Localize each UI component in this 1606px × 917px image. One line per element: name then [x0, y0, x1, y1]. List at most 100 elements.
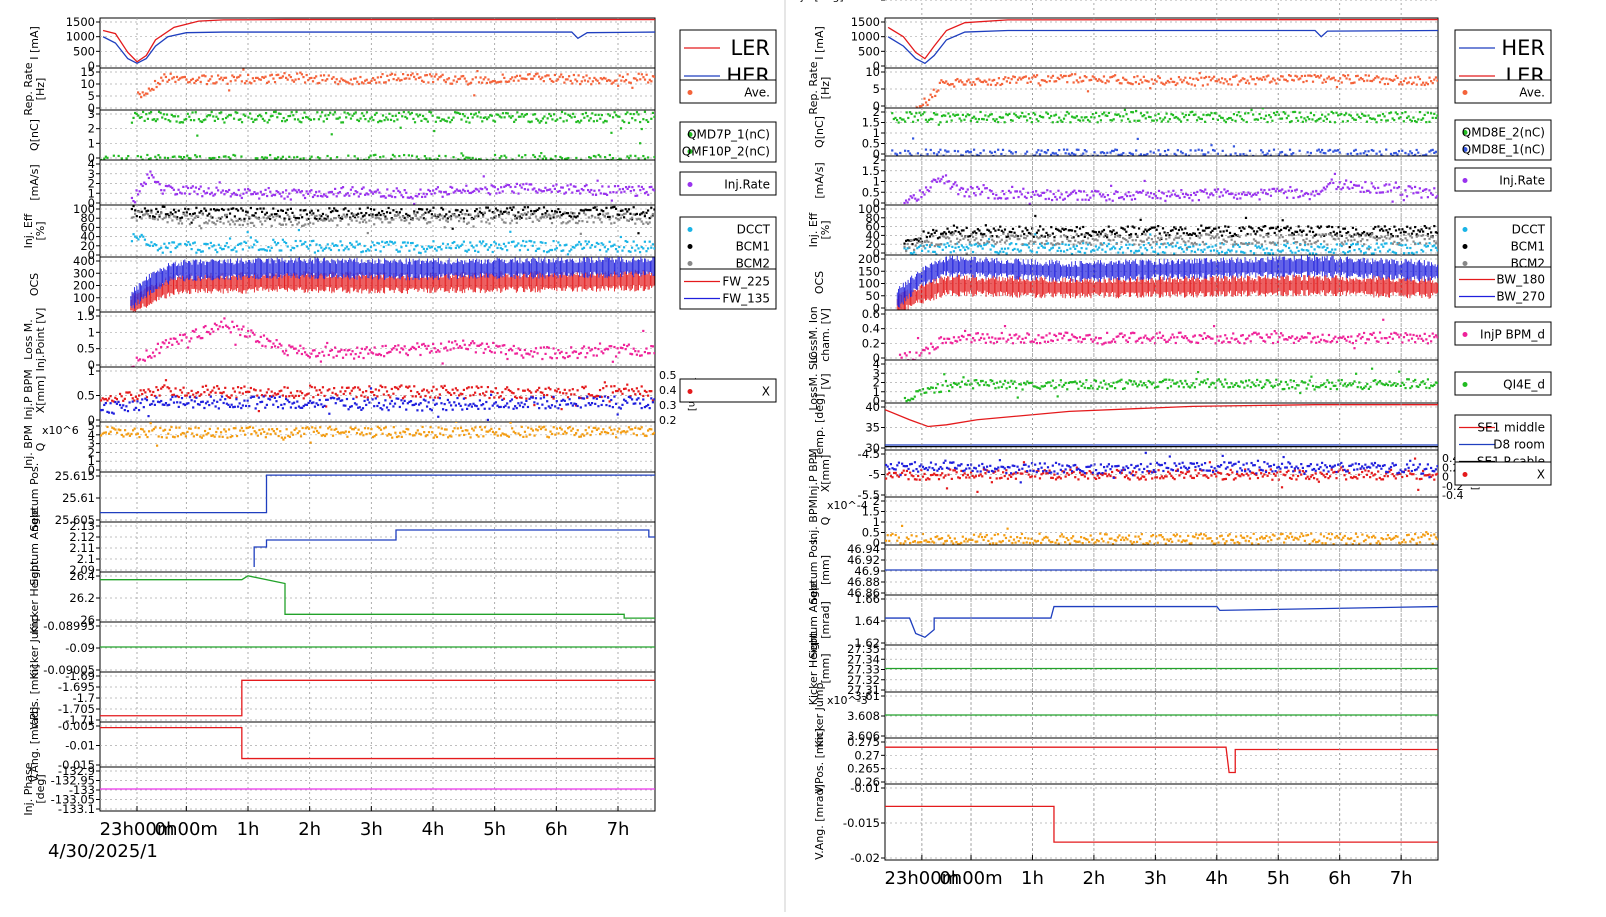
series-inj-rate-point [171, 187, 173, 189]
series-y-point [269, 398, 271, 400]
series-qmf10p-2-nc--point [173, 155, 175, 157]
series-s0-point [276, 428, 278, 430]
series-y-point [637, 397, 639, 399]
series-y-point [455, 404, 457, 406]
series-dcct-point [190, 248, 192, 250]
series-ave--point [334, 81, 336, 83]
series-s0-point [430, 350, 432, 352]
series-dcct-point [607, 248, 609, 250]
series-s0-point [585, 429, 587, 431]
series-bcm2-point [368, 220, 370, 222]
series-s0-point [374, 346, 376, 348]
series-x-point [436, 388, 438, 390]
series-bcm2-point [227, 221, 229, 223]
strip-frame [100, 422, 655, 472]
series-qmd7p-1-nc--point [631, 117, 633, 119]
series-s0-point [335, 428, 337, 430]
series-inj-rate-point [405, 192, 407, 194]
series-x-point [564, 389, 566, 391]
series-inj-rate-point [631, 186, 633, 188]
series-y-point [432, 399, 434, 401]
series-s0-point [536, 352, 538, 354]
series-bcm1-point [511, 209, 513, 211]
series-x-point [625, 388, 627, 390]
series-dcct-point [490, 244, 492, 246]
series-ave--point [589, 77, 591, 79]
series-qmd7p-1-nc--point [494, 121, 496, 123]
series-s0-point [516, 352, 518, 354]
series-dcct-point [271, 247, 273, 249]
series-qmd7p-1-nc--point [633, 113, 635, 115]
series-x-point [229, 397, 231, 399]
series-s0-point [142, 428, 144, 430]
series-ave--point [239, 74, 241, 76]
series-y-point [650, 397, 652, 399]
series-bcm2-point [355, 220, 357, 222]
series-qmd7p-1-nc--point [209, 114, 211, 116]
series-s0-point [336, 355, 338, 357]
series-inj-rate-point [200, 185, 202, 187]
series-bcm1-point [596, 209, 598, 211]
series-qmf10p-2-nc--point [368, 156, 370, 158]
series-dcct-point [266, 250, 268, 252]
series-ave--point [200, 81, 202, 83]
series-s0-point [124, 429, 126, 431]
series-qmf10p-2-nc--point [505, 156, 507, 158]
series-qmf10p-2-nc--point [416, 156, 418, 158]
series-qmd7p-1-nc--point [382, 114, 384, 116]
series-y-point [517, 402, 519, 404]
series-y-point [524, 403, 526, 405]
series-s0-point [234, 344, 236, 346]
series-dcct-point [645, 250, 647, 252]
series-dcct-point [163, 243, 165, 245]
series-qmd7p-1-nc--point [385, 116, 387, 118]
series-ave--point [646, 74, 648, 76]
series-inj-rate-point [429, 190, 431, 192]
strip-frame [100, 472, 655, 522]
series-x-point [323, 395, 325, 397]
series-dcct-point [621, 250, 623, 252]
series-s0-point [239, 429, 241, 431]
series-bcm1-point [380, 214, 382, 216]
series-y-point [362, 407, 364, 409]
series-qmd7p-1-nc--point [131, 122, 133, 124]
series-x-point [424, 395, 426, 397]
series-y-point [109, 402, 111, 404]
series-inj-rate-point [192, 185, 194, 187]
series-qmf10p-2-nc--point [408, 154, 410, 156]
series-x-point [108, 397, 110, 399]
series-s0-point [399, 432, 401, 434]
series-qmd7p-1-nc--point [448, 117, 450, 119]
series-bcm2-point [359, 221, 361, 223]
series-bcm1-point [527, 206, 529, 208]
series-dcct-point [637, 247, 639, 249]
series-y-point [559, 404, 561, 406]
series-bcm2-point [272, 216, 274, 218]
series-qmf10p-2-nc--point [293, 156, 295, 158]
series-bcm1-point [306, 213, 308, 215]
series-s0-point [511, 349, 513, 351]
series-s0-point [300, 435, 302, 437]
series-bcm1-point [392, 209, 394, 211]
series-ave--point [560, 73, 562, 75]
series-s0-point [615, 355, 617, 357]
series-dcct-point [346, 246, 348, 248]
series-qmf10p-2-nc--point [379, 156, 381, 158]
series-y-point [520, 402, 522, 404]
series-qmd7p-1-nc--point [166, 113, 168, 115]
series-bcm2-point [512, 214, 514, 216]
series-ave--point [570, 80, 572, 82]
series-x-point [205, 385, 207, 387]
series-dcct-point [341, 244, 343, 246]
y-tick-label: 0.5 [77, 342, 95, 356]
series-bcm1-point [223, 209, 225, 211]
series-x-point [106, 399, 108, 401]
series-s0-point [193, 331, 195, 333]
series-ave--point [244, 82, 246, 84]
series-ave--point [557, 78, 559, 80]
series-bcm2-point [479, 207, 481, 209]
series-y-point [203, 407, 205, 409]
series-inj-rate-point [508, 184, 510, 186]
series-s0-point [385, 426, 387, 428]
series-qmd7p-1-nc--point [460, 118, 462, 120]
